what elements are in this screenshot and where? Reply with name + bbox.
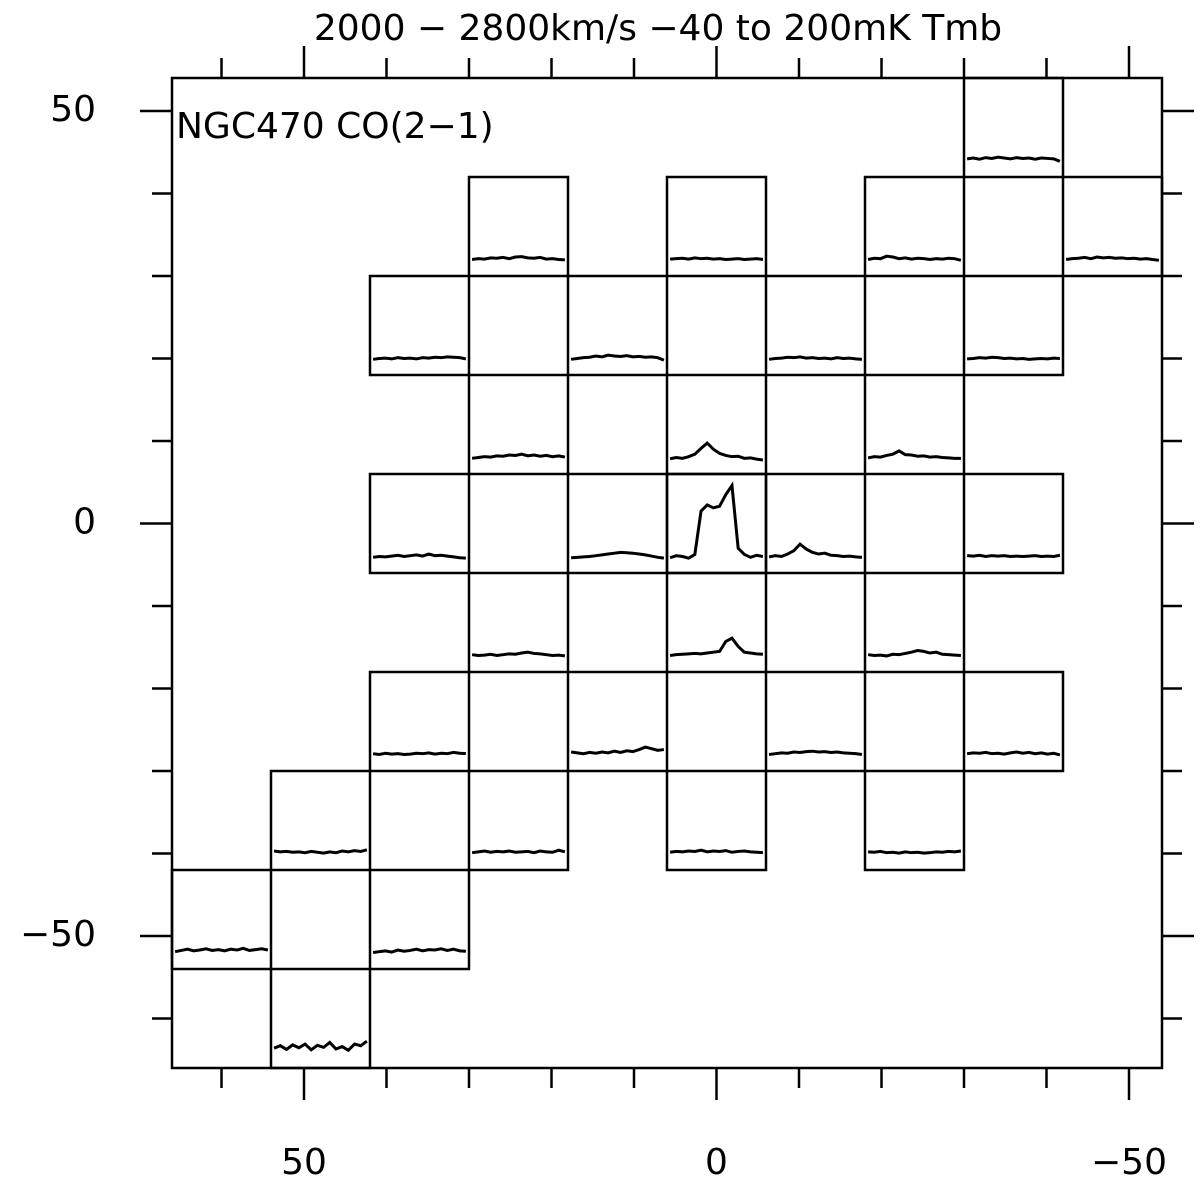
- spectrum: [471, 848, 566, 855]
- spectrum: [1065, 255, 1160, 262]
- spectrum: [966, 355, 1061, 361]
- spectrum: [471, 452, 566, 460]
- spectrum-box: [863, 373, 966, 476]
- spectrum-box: [467, 373, 570, 476]
- spectrum-box: [962, 472, 1065, 575]
- spectrum: [570, 745, 665, 756]
- spectrum: [768, 355, 863, 361]
- y-tick-label: −50: [20, 914, 96, 955]
- spectrum: [768, 542, 863, 559]
- spectrum-box: [1061, 175, 1164, 278]
- spectrum-box: [467, 571, 570, 674]
- spectrum-box: [962, 76, 1065, 179]
- spectrum: [966, 553, 1061, 559]
- x-tick-label: 0: [705, 1142, 728, 1183]
- spectrum: [669, 441, 764, 462]
- spectrum-box: [863, 175, 966, 278]
- spectrum-box: [764, 274, 867, 377]
- spectrum: [273, 848, 368, 855]
- spectrum: [966, 155, 1061, 163]
- spectrum: [867, 649, 962, 658]
- spectrum-box: [863, 769, 966, 872]
- spectrum-box: [269, 967, 372, 1070]
- spectrum: [669, 636, 764, 657]
- spectrum-box: [368, 670, 471, 773]
- spectrum: [372, 355, 467, 361]
- map-label: NGC470 CO(2−1): [176, 106, 494, 147]
- spectrum-box: [764, 472, 867, 575]
- spectrum: [372, 750, 467, 757]
- spectrum: [570, 353, 665, 362]
- spectrum: [867, 254, 962, 262]
- spectrum-box: [467, 769, 570, 872]
- y-tick-label: 0: [73, 502, 96, 543]
- spectrum: [372, 947, 467, 954]
- spectrum: [867, 449, 961, 460]
- spectrum: [669, 256, 764, 262]
- spectrum-box: [665, 175, 768, 278]
- spectrum: [867, 849, 962, 855]
- spectrum-box: [368, 274, 471, 377]
- spectrum-box: [368, 868, 471, 971]
- spectrum: [669, 848, 764, 855]
- spectrum-box: [962, 274, 1065, 377]
- spectrum-box: [665, 571, 768, 674]
- spectrum: [372, 552, 467, 560]
- spectrum: [471, 255, 566, 262]
- plot-frame: [170, 76, 1164, 1070]
- spectrum-box: [665, 769, 768, 872]
- spectrum: [966, 750, 1061, 757]
- spectrum-box: [170, 868, 273, 971]
- spectrum: [768, 749, 863, 756]
- spectrum-box: [467, 175, 570, 278]
- spectrum-box: [368, 472, 471, 575]
- spectrum: [570, 550, 665, 560]
- spectrum-box: [566, 670, 669, 773]
- x-tick-label: −50: [1091, 1142, 1167, 1183]
- spectrum: [471, 650, 566, 658]
- spectrum: [273, 1039, 368, 1053]
- spectrum-box: [764, 670, 867, 773]
- y-tick-label: 50: [50, 89, 96, 130]
- spectrum: [669, 481, 764, 560]
- spectrum-box: [863, 571, 966, 674]
- spectrum: [174, 946, 269, 954]
- spectrum-box: [566, 274, 669, 377]
- spectrum-box: [962, 670, 1065, 773]
- chart-title: 2000 − 2800km/s −40 to 200mK Tmb: [314, 8, 1002, 49]
- x-tick-label: 50: [281, 1142, 327, 1183]
- spectrum-box: [269, 769, 372, 872]
